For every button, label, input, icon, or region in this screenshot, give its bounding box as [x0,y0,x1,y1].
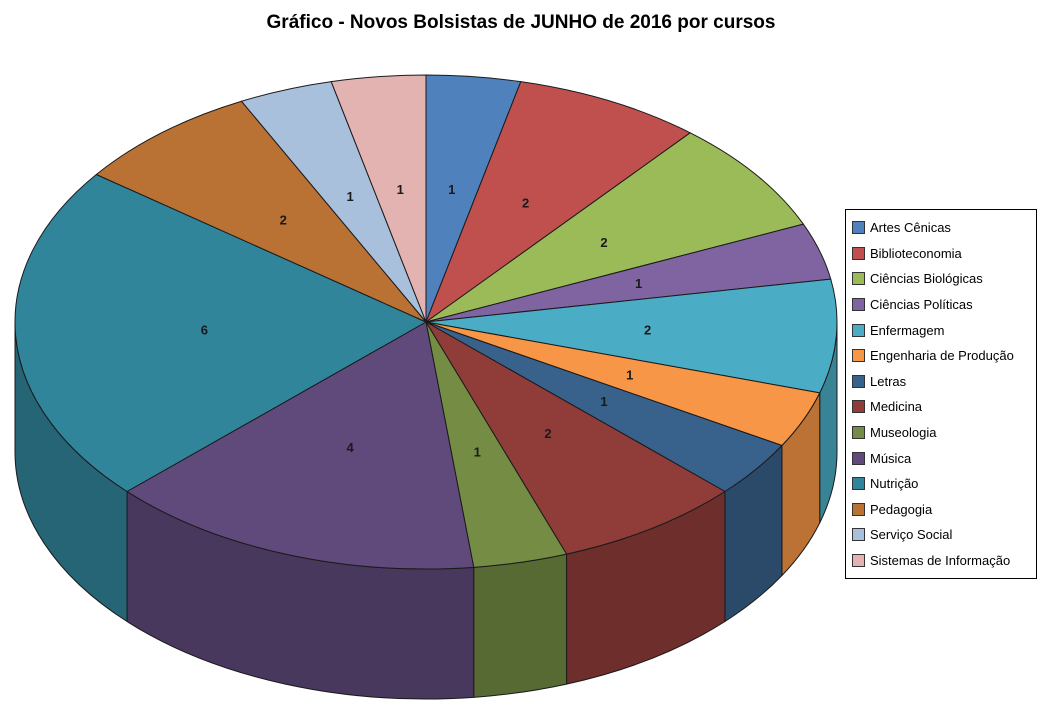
pie-slice-biblioteconomia [425,81,691,323]
legend-label: Música [870,450,912,466]
data-label-museologia: 1 [474,444,481,459]
legend-label: Pedagogia [870,501,933,517]
legend-label: Serviço Social [870,527,953,543]
legend-swatch-sistemas-de-informacao [852,554,865,568]
data-label-sistemas-de-informacao: 1 [397,182,404,197]
legend-label: Museologia [870,425,937,441]
pie-slice-medicina [425,321,726,555]
pie-slice-enfermagem [425,278,838,394]
data-label-artes-cenicas: 1 [448,182,455,197]
data-label-letras: 1 [600,394,607,409]
legend-label: Nutrição [870,476,919,492]
pie-slice-sistemas-de-informacao [330,74,427,323]
legend-item-museologia: Museologia [852,420,1032,446]
data-label-musica: 4 [346,440,354,455]
legend-swatch-medicina [852,400,865,414]
legend-item-servico-social: Serviço Social [852,522,1032,548]
legend-swatch-artes-cenicas [852,221,865,235]
data-label-enfermagem: 2 [644,322,651,337]
legend-swatch-letras [852,374,865,388]
legend-label: Medicina [870,399,923,415]
legend-swatch-engenharia-de-producao [852,349,865,363]
chart-legend: Artes Cênicas Biblioteconomia Ciências Bio… [845,209,1037,580]
legend-item-ciencias-politicas: Ciências Políticas [852,292,1032,318]
legend-item-nutricao: Nutrição [852,471,1032,497]
legend-item-enfermagem: Enfermagem [852,317,1032,343]
legend-swatch-musica [852,451,865,465]
legend-swatch-nutricao [852,477,865,491]
legend-label: Enfermagem [870,322,945,338]
legend-label: Biblioteconomia [870,245,962,261]
legend-label: Engenharia de Produção [870,348,1014,364]
data-label-servico-social: 1 [346,189,353,204]
legend-swatch-enfermagem [852,323,865,337]
legend-item-musica: Música [852,445,1032,471]
legend-item-pedagogia: Pedagogia [852,497,1032,523]
legend-item-letras: Letras [852,369,1032,395]
legend-label: Sistemas de Informação [870,553,1011,569]
legend-swatch-biblioteconomia [852,246,865,260]
data-label-pedagogia: 2 [280,212,287,227]
pie-slice-pedagogia [95,100,427,323]
legend-label: Ciências Biológicas [870,271,983,287]
pie-slice-nutricao [14,174,427,493]
data-label-nutricao: 6 [201,322,208,337]
legend-item-medicina: Medicina [852,394,1032,420]
pie-slice-side-museologia [473,553,568,698]
data-label-ciencias-biologicas: 2 [600,235,607,250]
legend-item-sistemas-de-informacao: Sistemas de Informação [852,548,1032,574]
pie-slice-ciencias-biologicas [425,132,804,323]
data-label-medicina: 2 [544,426,551,441]
legend-item-artes-cenicas: Artes Cênicas [852,215,1032,241]
pie-slice-musica [126,321,475,570]
legend-item-biblioteconomia: Biblioteconomia [852,241,1032,267]
data-label-ciencias-politicas: 1 [635,276,642,291]
legend-label: Ciências Políticas [870,297,973,313]
legend-swatch-pedagogia [852,502,865,516]
legend-swatch-servico-social [852,528,865,542]
legend-swatch-ciencias-politicas [852,298,865,312]
legend-swatch-ciencias-biologicas [852,272,865,286]
legend-item-engenharia-de-producao: Engenharia de Produção [852,343,1032,369]
legend-swatch-museologia [852,426,865,440]
chart-title: Gráfico - Novos Bolsistas de JUNHO de 20… [266,12,776,33]
data-label-engenharia-de-producao: 1 [626,367,633,382]
legend-label: Artes Cênicas [870,220,951,236]
legend-item-ciencias-biologicas: Ciências Biológicas [852,266,1032,292]
data-label-biblioteconomia: 2 [522,195,529,210]
legend-label: Letras [870,373,907,389]
